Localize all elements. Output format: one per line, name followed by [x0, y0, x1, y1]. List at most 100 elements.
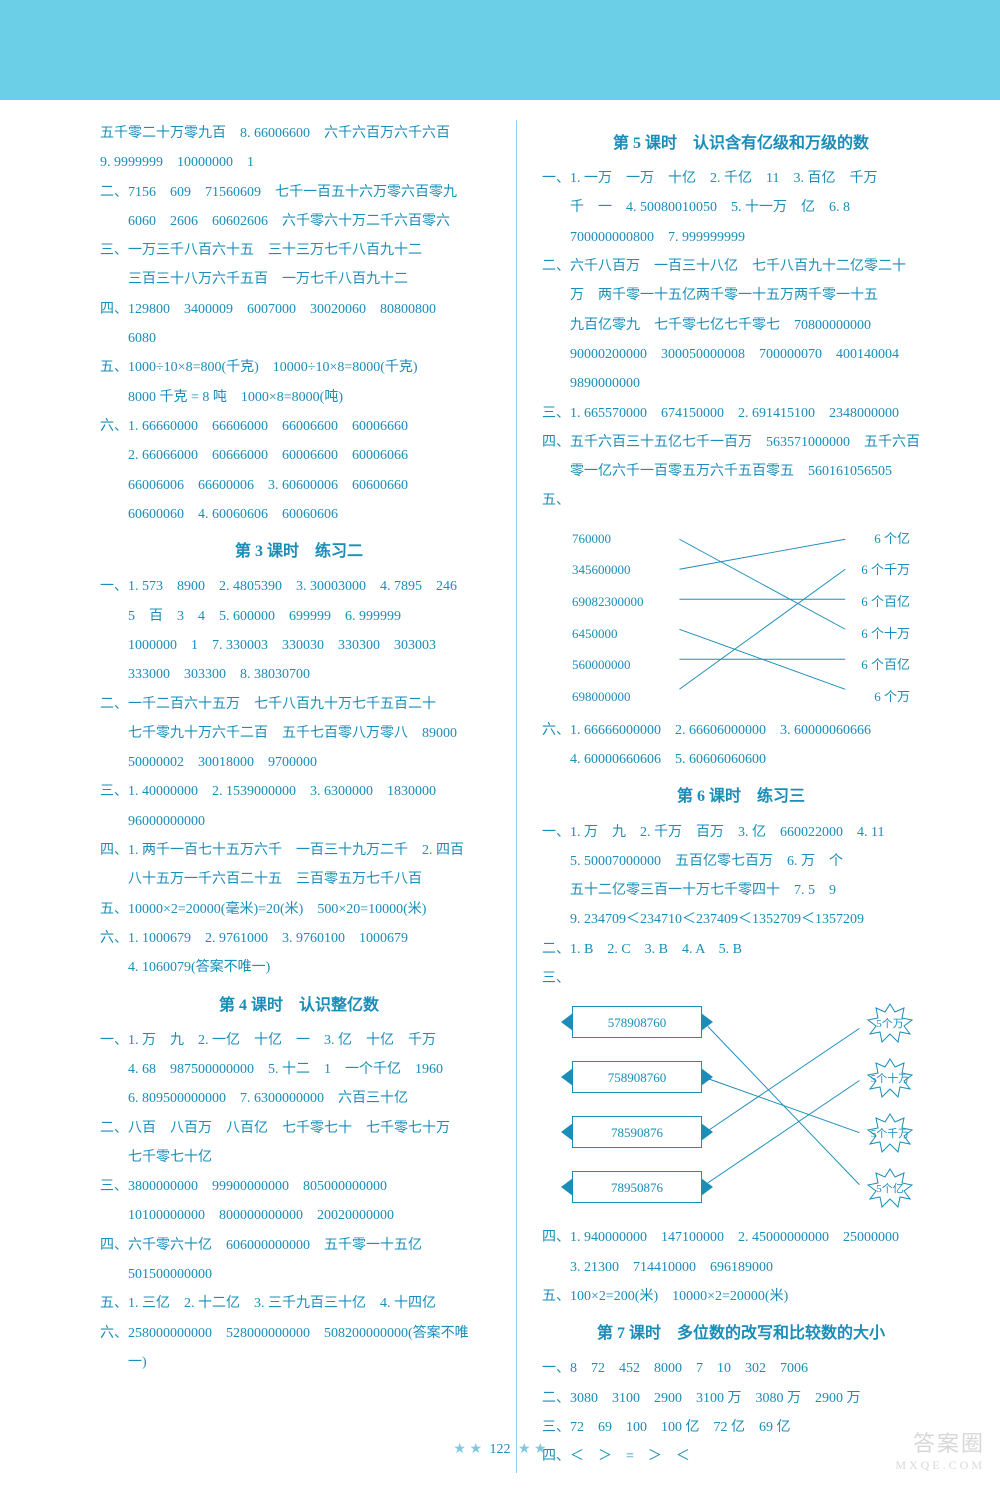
s4-line: 10100000000 800000000000 20020000000	[100, 1202, 498, 1229]
s3-line: 五、10000×2=20000(毫米)=20(米) 500×20=10000(米…	[100, 896, 498, 923]
s5-line: 90000200000 300050000008 700000070 40014…	[542, 341, 940, 368]
match1-prefix: 五、	[542, 487, 940, 514]
s4-line: 一、1. 万 九 2. 一亿 十亿 一 3. 亿 十亿 千万	[100, 1027, 498, 1054]
s4-line: 三、3800000000 99900000000 805000000000	[100, 1173, 498, 1200]
match1-right-item: 6 个百亿	[861, 589, 910, 614]
section-5-title: 第 5 课时 认识含有亿级和万级的数	[542, 128, 940, 159]
star-icon: ★ ★	[518, 1442, 547, 1457]
matching-diagram-1: 760000 345600000 69082300000 6450000 5600000…	[542, 521, 940, 711]
match1-left-item: 345600000	[572, 557, 631, 582]
s4-line: 七千零七十亿	[100, 1144, 498, 1171]
section-3-title: 第 3 课时 练习二	[100, 536, 498, 567]
header-band	[0, 0, 1000, 100]
left-line: 6060 2606 60602606 六千零六十万二千六百零六	[100, 208, 498, 235]
s4-line: 六、258000000000 528000000000 508200000000…	[100, 1320, 498, 1347]
match2-starburst: 5个万	[860, 1002, 920, 1046]
matching-diagram-2: 57890876075890876078590876789508765个万5个十…	[542, 998, 940, 1218]
match1-right-item: 6 个亿	[874, 526, 910, 551]
s3-line: 六、1. 1000679 2. 9761000 3. 9760100 10006…	[100, 925, 498, 952]
right-column: 第 5 课时 认识含有亿级和万级的数 一、1. 一万 一万 十亿 2. 千亿 1…	[537, 120, 940, 1473]
watermark: 答案圈 MXQE.COM	[895, 1426, 985, 1473]
match1-right-item: 6 个千万	[861, 557, 910, 582]
s6-line: 五十二亿零三百一十万七千零四十 7. 5 9	[542, 877, 940, 904]
s4-line: 6. 809500000000 7. 6300000000 六百三十亿	[100, 1085, 498, 1112]
s5-line: 四、五千六百三十五亿七千一百万 563571000000 五千六百	[542, 429, 940, 456]
s3-line: 二、一千二百六十五万 七千八百九十万七千五百二十	[100, 691, 498, 718]
s4-line: 一)	[100, 1349, 498, 1376]
s6-line: 三、	[542, 965, 940, 992]
match1-left-item: 760000	[572, 526, 611, 551]
match2-ribbon: 78590876	[572, 1116, 702, 1148]
section-7-title: 第 7 课时 多位数的改写和比较数的大小	[542, 1318, 940, 1349]
left-line: 9. 9999999 10000000 1	[100, 149, 498, 176]
s6b-line: 五、100×2=200(米) 10000×2=20000(米)	[542, 1283, 940, 1310]
left-line: 五、1000÷10×8=800(千克) 10000÷10×8=8000(千克)	[100, 354, 498, 381]
content-area: 五千零二十万零九百 8. 66006600 六千六百万六千六百9. 999999…	[0, 100, 1000, 1493]
left-line: 二、7156 609 71560609 七千一百五十六万零六百零九	[100, 179, 498, 206]
match2-starburst: 5个亿	[860, 1167, 920, 1211]
match1-right-item: 6 个万	[874, 684, 910, 709]
s6-line: 5. 50007000000 五百亿零七百万 6. 万 个	[542, 848, 940, 875]
match1-left-item: 69082300000	[572, 589, 644, 614]
match1-left-item: 560000000	[572, 652, 631, 677]
s7-line: 一、8 72 452 8000 7 10 302 7006	[542, 1355, 940, 1382]
match2-starburst: 5个千万	[860, 1112, 920, 1156]
s5-line: 二、六千八百万 一百三十八亿 七千八百九十二亿零二十	[542, 253, 940, 280]
s3-line: 三、1. 40000000 2. 1539000000 3. 6300000 1…	[100, 778, 498, 805]
left-column: 五千零二十万零九百 8. 66006600 六千六百万六千六百9. 999999…	[100, 120, 517, 1473]
left-line: 五千零二十万零九百 8. 66006600 六千六百万六千六百	[100, 120, 498, 147]
s5-line: 一、1. 一万 一万 十亿 2. 千亿 11 3. 百亿 千万	[542, 165, 940, 192]
s5-line: 千 一 4. 50080010050 5. 十一万 亿 6. 8	[542, 194, 940, 221]
s3-line: 一、1. 573 8900 2. 4805390 3. 30003000 4. …	[100, 573, 498, 600]
left-line: 四、129800 3400009 6007000 30020060 808008…	[100, 296, 498, 323]
match2-starburst: 5个十万	[860, 1057, 920, 1101]
s3-line: 50000002 30018000 9700000	[100, 749, 498, 776]
s7-line: 二、3080 3100 2900 3100 万 3080 万 2900 万	[542, 1385, 940, 1412]
s4-line: 四、六千零六十亿 606000000000 五千零一十五亿	[100, 1232, 498, 1259]
left-line: 六、1. 66660000 66606000 66006600 60006660	[100, 413, 498, 440]
section-4-title: 第 4 课时 认识整亿数	[100, 990, 498, 1021]
s3-line: 七千零九十万六千二百 五千七百零八万零八 89000	[100, 720, 498, 747]
match2-ribbon: 578908760	[572, 1006, 702, 1038]
left-line: 6080	[100, 325, 498, 352]
s5-line: 万 两千零一十五亿两千零一十五万两千零一十五	[542, 282, 940, 309]
s5-line: 九百亿零九 七千零七亿七千零七 70800000000	[542, 312, 940, 339]
star-icon: ★ ★	[453, 1442, 482, 1457]
s4-line: 4. 68 987500000000 5. 十二 1 一个千亿 1960	[100, 1056, 498, 1083]
s3-line: 96000000000	[100, 808, 498, 835]
s6-line: 一、1. 万 九 2. 千万 百万 3. 亿 660022000 4. 11	[542, 819, 940, 846]
s5-line: 三、1. 665570000 674150000 2. 691415100 23…	[542, 400, 940, 427]
left-line: 60600060 4. 60060606 60060606	[100, 501, 498, 528]
left-line: 8000 千克 = 8 吨 1000×8=8000(吨)	[100, 384, 498, 411]
left-line: 66006006 66600006 3. 60600006 60600660	[100, 472, 498, 499]
s6-line: 9. 234709＜234710＜237409＜1352709＜1357209	[542, 906, 940, 933]
watermark-sub: MXQE.COM	[895, 1458, 985, 1473]
match1-right-item: 6 个百亿	[861, 652, 910, 677]
match1-left-item: 698000000	[572, 684, 631, 709]
s3-line: 八十五万一千六百二十五 三百零五万七千八百	[100, 866, 498, 893]
match1-right-item: 6 个十万	[861, 621, 910, 646]
section-6-title: 第 6 课时 练习三	[542, 781, 940, 812]
s4-line: 二、八百 八百万 八百亿 七千零七十 七千零七十万	[100, 1115, 498, 1142]
match2-ribbon: 758908760	[572, 1061, 702, 1093]
s6b-line: 四、1. 940000000 147100000 2. 45000000000 …	[542, 1224, 940, 1251]
match1-left-item: 6450000	[572, 621, 618, 646]
s3-line: 四、1. 两千一百七十五万六千 一百三十九万二千 2. 四百	[100, 837, 498, 864]
s3-line: 1000000 1 7. 330003 330030 330300 303003	[100, 632, 498, 659]
s5-line: 700000000800 7. 999999999	[542, 224, 940, 251]
s6b-line: 3. 21300 714410000 696189000	[542, 1254, 940, 1281]
watermark-main: 答案圈	[895, 1426, 985, 1458]
s4-line: 501500000000	[100, 1261, 498, 1288]
s3-line: 333000 303300 8. 38030700	[100, 661, 498, 688]
s5b-line: 六、1. 66666000000 2. 66606000000 3. 60000…	[542, 717, 940, 744]
s4-line: 五、1. 三亿 2. 十二亿 3. 三千九百三十亿 4. 十四亿	[100, 1290, 498, 1317]
left-line: 三百三十八万六千五百 一万七千八百九十二	[100, 266, 498, 293]
s5-line: 9890000000	[542, 370, 940, 397]
page-number: 122	[490, 1442, 511, 1457]
s5-line: 零一亿六千一百零五万六千五百零五 560161056505	[542, 458, 940, 485]
left-line: 2. 66066000 60666000 60006600 60006066	[100, 442, 498, 469]
s3-line: 5 百 3 4 5. 600000 699999 6. 999999	[100, 603, 498, 630]
s6-line: 二、1. B 2. C 3. B 4. A 5. B	[542, 936, 940, 963]
s7-line: 三、72 69 100 100 亿 72 亿 69 亿	[542, 1414, 940, 1441]
s3-line: 4. 1060079(答案不唯一)	[100, 954, 498, 981]
